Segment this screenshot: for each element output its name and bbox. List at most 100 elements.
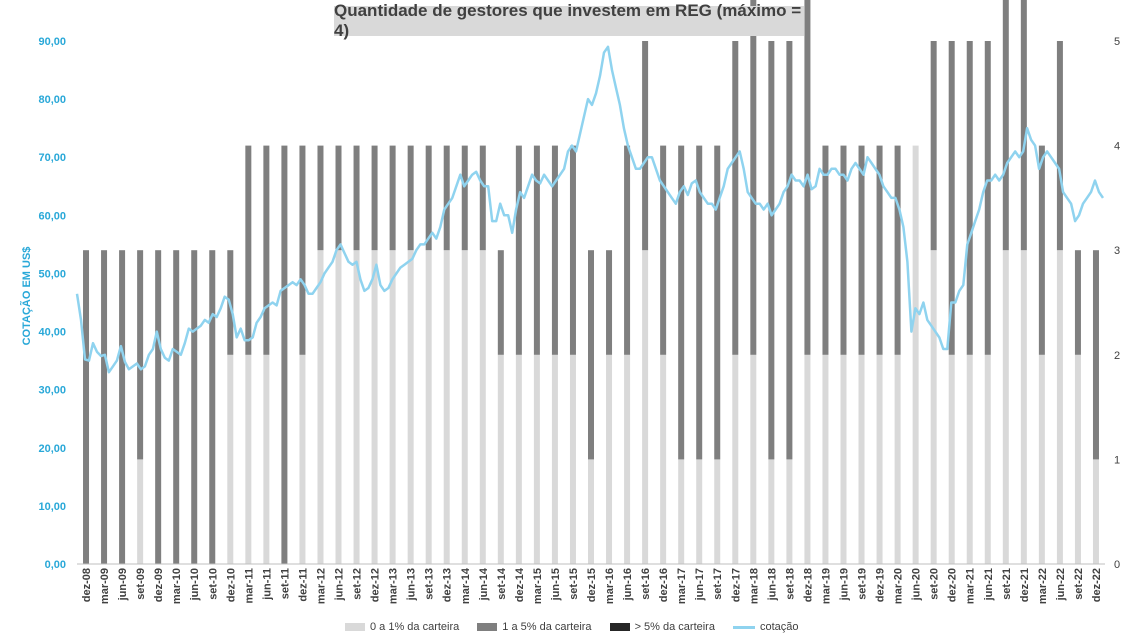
legend-item-dark: 1 a 5% da carteira: [477, 621, 592, 633]
x-tick-label: set-17: [712, 568, 724, 600]
x-tick-label: mar-15: [532, 568, 544, 604]
bar-dark: [335, 145, 342, 251]
x-tick-label: jun-12: [334, 568, 346, 601]
bar-light: [1002, 250, 1009, 564]
bar-dark: [678, 145, 685, 460]
bar-light: [966, 354, 973, 564]
x-tick-label: jun-13: [406, 568, 418, 601]
price-line: [75, 45, 1105, 374]
x-tick-label: set-13: [424, 568, 436, 600]
legend: 0 a 1% da carteira 1 a 5% da carteira > …: [345, 621, 799, 633]
bar-dark: [750, 0, 757, 355]
y-tick-label: 60,00: [38, 210, 66, 222]
y2-tick-label: 0: [1114, 559, 1120, 571]
x-tick-label: dez-12: [370, 568, 382, 602]
bar-dark: [515, 145, 522, 355]
legend-item-line: cotação: [732, 621, 799, 633]
bar-dark: [101, 250, 108, 564]
bar-light: [1074, 354, 1081, 564]
x-tick-label: mar-19: [820, 568, 832, 604]
x-tick-label: jun-18: [766, 568, 778, 601]
bar-dark: [299, 145, 306, 355]
legend-swatch-dark: [477, 623, 498, 631]
bar-light: [1038, 354, 1045, 564]
bar-dark: [1074, 250, 1081, 355]
bar-light: [335, 250, 342, 564]
bar-light: [137, 459, 144, 564]
bar-light: [804, 354, 811, 564]
bar-dark: [497, 250, 504, 355]
x-tick-label: jun-11: [261, 568, 273, 601]
x-tick-label: dez-14: [514, 567, 526, 602]
bar-dark: [389, 145, 396, 251]
bar-light: [876, 354, 883, 564]
bar-light: [678, 459, 685, 564]
bar-light: [840, 354, 847, 564]
bar-dark: [786, 41, 793, 460]
x-tick-label: set-14: [496, 567, 508, 600]
bar-dark: [858, 145, 865, 355]
y-tick-label: 10,00: [38, 501, 66, 513]
x-tick-label: jun-10: [189, 568, 201, 601]
bar-dark: [1092, 250, 1099, 460]
bar-dark: [1056, 41, 1063, 251]
bar-dark: [606, 250, 613, 355]
bar-light: [425, 250, 432, 564]
x-tick-label: dez-18: [802, 568, 814, 602]
bar-light: [299, 354, 306, 564]
bar-dark: [443, 145, 450, 251]
x-tick-label: dez-21: [1019, 568, 1031, 602]
bar-dark: [155, 250, 162, 564]
x-tick-label: jun-16: [622, 568, 634, 601]
x-tick-label: jun-09: [117, 568, 129, 601]
bar-dark: [768, 41, 775, 460]
bar-light: [786, 459, 793, 564]
bar-dark: [551, 145, 558, 355]
legend-label-black: > 5% da carteira: [634, 621, 715, 633]
bar-dark: [948, 41, 955, 355]
legend-swatch-black: [609, 623, 630, 631]
y-tick-label: 20,00: [38, 443, 66, 455]
x-tick-label: dez-13: [442, 568, 454, 602]
x-tick-label: dez-17: [730, 568, 742, 602]
x-tick-label: jun-14: [478, 567, 490, 601]
x-tick-label: jun-17: [694, 568, 706, 601]
bar-light: [317, 250, 324, 564]
bar-dark: [660, 145, 667, 355]
bar-light: [822, 354, 829, 564]
y-axis-label: COTAÇÃO EM US$: [21, 246, 33, 346]
x-tick-label: jun-15: [550, 568, 562, 601]
x-tick-label: mar-14: [460, 567, 472, 604]
x-tick-label: dez-22: [1091, 568, 1103, 602]
y2-tick-label: 3: [1114, 245, 1120, 257]
bar-light: [551, 354, 558, 564]
x-tick-label: set-11: [279, 568, 291, 599]
bar-light: [371, 250, 378, 564]
bar-dark: [1002, 0, 1009, 251]
y-tick-label: 0,00: [45, 559, 66, 571]
bar-light: [389, 250, 396, 564]
bar-dark: [624, 145, 631, 355]
legend-swatch-light: [345, 623, 365, 631]
x-tick-label: mar-21: [965, 568, 977, 604]
bar-dark: [714, 145, 721, 460]
bar-light: [407, 250, 414, 564]
bar-dark: [930, 41, 937, 251]
bar-dark: [173, 250, 180, 564]
y-tick-label: 30,00: [38, 385, 66, 397]
bar-light: [1092, 459, 1099, 564]
x-tick-label: set-16: [640, 568, 652, 600]
bar-dark: [696, 145, 703, 460]
x-tick-label: dez-16: [658, 568, 670, 602]
x-tick-label: jun-20: [911, 568, 923, 601]
bar-light: [443, 250, 450, 564]
bar-light: [930, 250, 937, 564]
bar-dark: [317, 145, 324, 251]
bar-light: [606, 354, 613, 564]
bar-light: [1020, 250, 1027, 564]
x-tick-label: mar-18: [748, 568, 760, 604]
bar-light: [533, 354, 540, 564]
bar-dark: [209, 250, 216, 564]
x-tick-label: set-20: [929, 568, 941, 600]
